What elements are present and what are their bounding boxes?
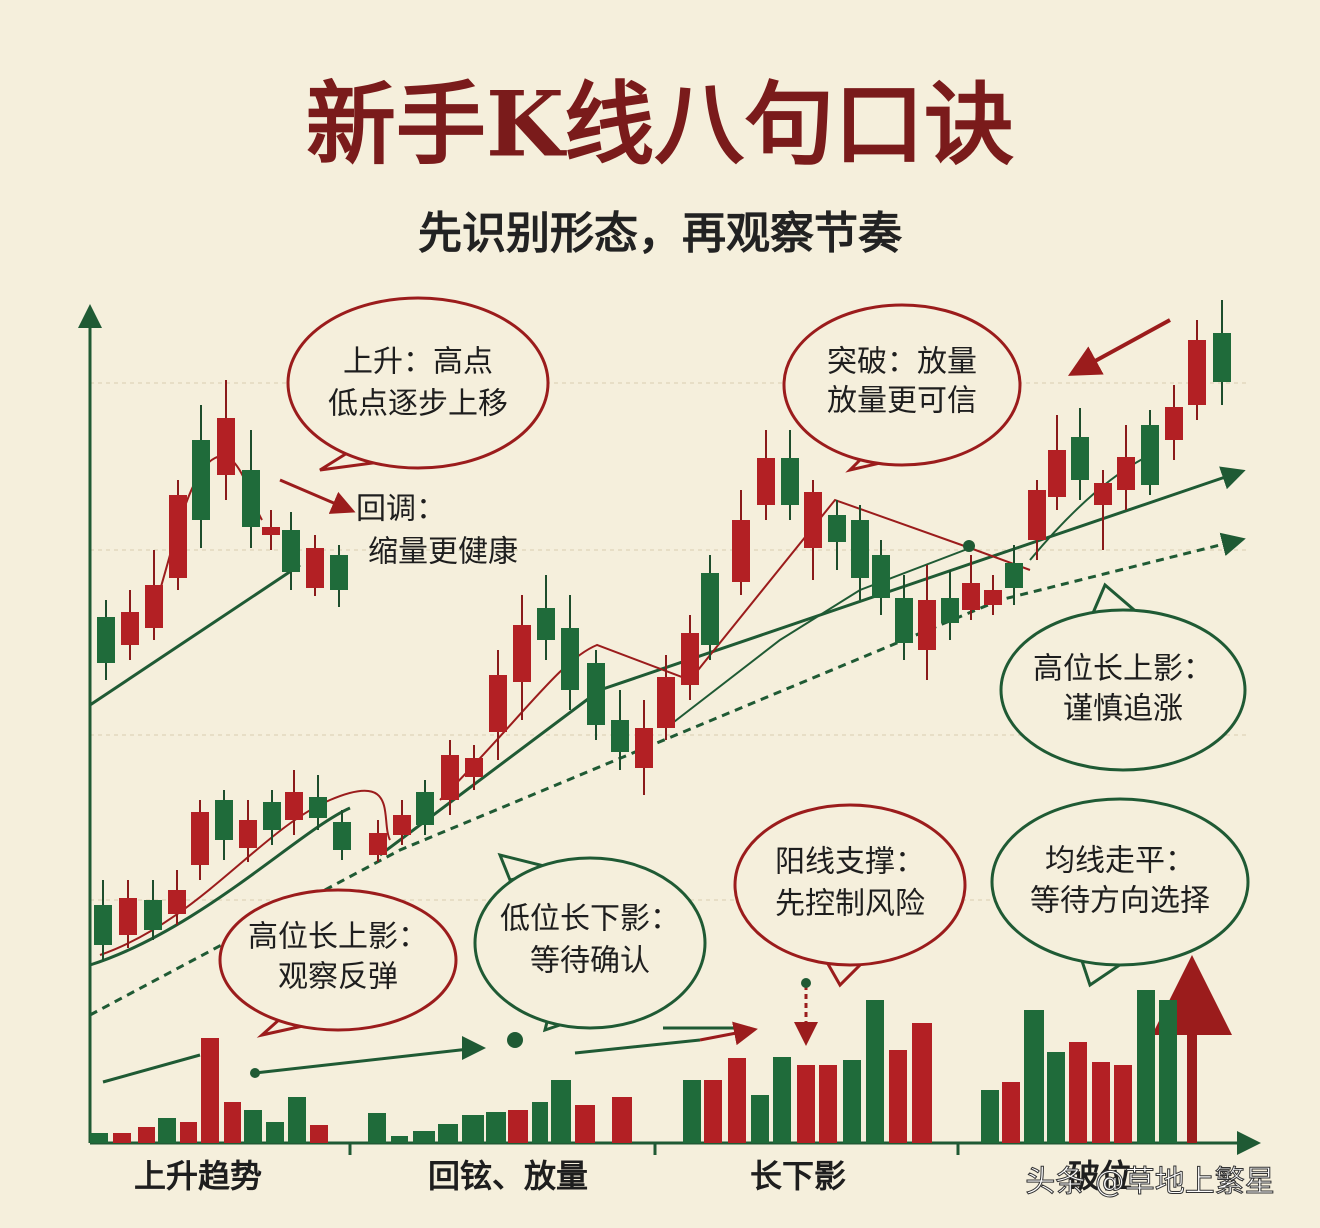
callout-line: 观察反弹	[278, 960, 398, 995]
callout-line: 阳线支撑：	[775, 845, 925, 880]
callout-line: 等待确认	[530, 944, 650, 979]
subtitle: 先识别形态，再观察节奏	[418, 208, 903, 259]
callout-line: 回调：	[356, 492, 446, 527]
callout-texts: 上升：高点 低点逐步上移 回调： 缩量更健康 突破：放量 放量更可信 高位长上影…	[248, 345, 1213, 995]
x-labels: 上升趋势 回铉、放量 长下影 破位	[134, 1157, 1132, 1195]
red-volume	[113, 1023, 1132, 1143]
callout-line: 均线走平：	[1045, 844, 1195, 879]
x-label: 上升趋势	[134, 1157, 262, 1195]
bubbles	[218, 296, 1250, 1038]
guides	[90, 382, 1250, 901]
callout-line: 低点逐步上移	[328, 387, 508, 422]
callout-line: 先控制风险	[775, 887, 925, 922]
x-label: 回铉、放量	[428, 1157, 588, 1195]
watermark: 头条 @草地上繁星	[1025, 1165, 1275, 1200]
callout-line: 放量更可信	[827, 384, 977, 419]
callout-line: 等待方向选择	[1030, 884, 1210, 919]
x-label: 长下影	[750, 1157, 846, 1195]
callout-line: 缩量更健康	[368, 535, 518, 570]
callout-line: 高位长上影：	[1033, 652, 1213, 687]
title: 新手K线八句口诀	[306, 72, 1014, 178]
x-label: 破位	[1068, 1157, 1132, 1195]
callout-line: 谨慎追涨	[1063, 692, 1183, 727]
callout-line: 突破：放量	[827, 345, 977, 380]
dots	[250, 540, 975, 1078]
callout-line: 低位长下影：	[500, 902, 680, 937]
callout-line: 高位长上影：	[248, 920, 428, 955]
callout-line: 上升：高点	[343, 345, 493, 380]
